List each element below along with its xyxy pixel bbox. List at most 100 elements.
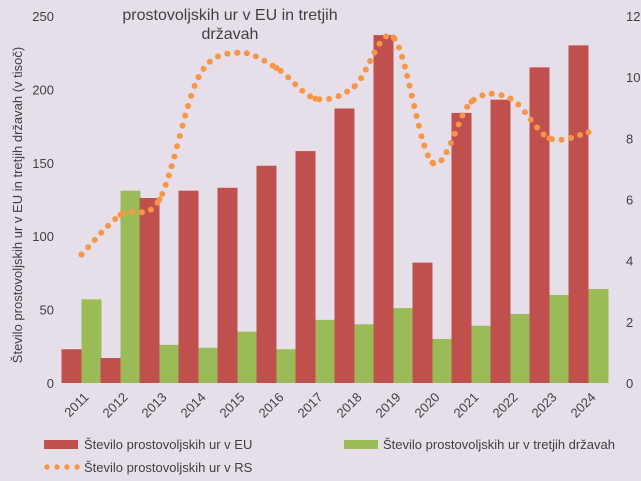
x-tick-label: 2022: [490, 390, 521, 421]
bar-third-2023: [549, 294, 570, 383]
rs-line-dot: [168, 163, 175, 170]
rs-line-dot: [527, 116, 534, 123]
rs-line-dot: [162, 181, 169, 188]
rs-line-dot: [165, 172, 172, 179]
bar-eu-2013: [139, 198, 160, 383]
rs-line-dot: [479, 92, 486, 99]
bar-third-2012: [120, 190, 141, 383]
secondary-y-tick-label: 0: [626, 376, 633, 391]
rs-line-dot: [179, 122, 186, 129]
rs-dotted-line: [78, 33, 592, 258]
rs-line-dot: [174, 143, 181, 150]
rs-point-2021: [468, 98, 475, 105]
x-tick-label: 2024: [568, 390, 599, 421]
chart-title-line-1: prostovoljskih ur v EU in tretjih: [122, 7, 337, 24]
rs-line-dot: [344, 88, 351, 95]
rs-line-dot: [176, 132, 183, 139]
rs-line-dot: [406, 82, 413, 89]
rs-line-dot: [395, 44, 402, 51]
x-tick-label: 2023: [529, 390, 560, 421]
bar-eu-2019: [373, 35, 394, 384]
rs-line-dot: [371, 49, 378, 56]
bar-third-2022: [510, 314, 531, 383]
rs-line-dot: [98, 229, 105, 236]
secondary-y-tick-label: 10: [626, 70, 640, 85]
bar-eu-2012: [100, 358, 121, 383]
rs-line-dot: [464, 103, 471, 110]
bar-eu-2021: [451, 112, 472, 383]
y-tick-label: 0: [47, 376, 54, 391]
rs-line-dot: [401, 63, 408, 70]
x-tick-label: 2011: [61, 390, 91, 420]
legend-label-rs: Število prostovoljskih ur v RS: [84, 460, 253, 475]
rs-line-dot: [184, 103, 191, 110]
rs-line-dot: [383, 33, 390, 40]
rs-point-2012: [117, 211, 124, 218]
rs-line-dot: [299, 87, 306, 94]
rs-line-dot: [558, 136, 565, 143]
rs-line-dot: [159, 190, 166, 197]
x-axis-ticks: 2011 2012 2013 2014 2015 2016 2017 2018 2019 2020…: [61, 390, 598, 421]
x-tick-label: 2017: [295, 390, 326, 421]
secondary-y-axis-ticks: 0 2 4 6 8 10 12: [626, 9, 640, 391]
rs-point-2016: [273, 64, 280, 71]
y-tick-label: 200: [32, 82, 54, 97]
rs-line-dot: [112, 216, 119, 223]
rs-point-2018: [351, 83, 358, 90]
secondary-y-tick-label: 6: [626, 193, 633, 208]
rs-line-dot: [188, 92, 195, 99]
x-tick-label: 2015: [217, 390, 248, 421]
rs-line-dot: [376, 40, 383, 47]
rs-line-dot: [191, 82, 198, 89]
x-tick-label: 2013: [139, 390, 170, 421]
secondary-y-tick-label: 8: [626, 131, 633, 146]
bar-third-2024: [588, 289, 609, 383]
legend: Število prostovoljskih ur v EU Število p…: [44, 437, 615, 475]
rs-line-dot: [261, 57, 268, 64]
rs-line-dot: [413, 113, 420, 120]
rs-line-dot: [243, 50, 250, 57]
rs-line-dot: [447, 139, 454, 146]
x-tick-label: 2016: [256, 390, 287, 421]
legend-swatch-eu: [44, 440, 78, 449]
x-tick-label: 2021: [451, 390, 482, 421]
rs-line-dot: [326, 95, 333, 102]
x-tick-label: 2012: [100, 390, 131, 421]
bar-eu-2022: [490, 99, 511, 384]
rs-line-dot: [515, 101, 522, 108]
y-axis-ticks: 0 50 100 150 200 250: [32, 9, 54, 391]
rs-line-dot: [85, 244, 92, 251]
rs-line-dot: [404, 72, 411, 79]
rs-line-dot: [277, 67, 284, 74]
rs-line-dot: [408, 92, 415, 99]
rs-line-dot: [567, 134, 574, 141]
rs-line-dot: [577, 131, 584, 138]
y-tick-label: 150: [32, 156, 54, 171]
rs-point-2014: [195, 74, 202, 81]
rs-line-dot: [182, 112, 189, 119]
rs-line-dot: [459, 112, 466, 119]
legend-swatch-rs: [44, 464, 80, 470]
rs-line-dot: [215, 53, 221, 60]
rs-point-2022: [507, 95, 514, 102]
bar-eu-2016: [256, 165, 277, 383]
rs-line-dot: [438, 157, 445, 164]
x-tick-label: 2020: [412, 390, 443, 421]
rs-line-dot: [206, 58, 213, 65]
rs-point-2020: [429, 159, 436, 166]
rs-line-dot: [292, 81, 299, 88]
bar-eu-2024: [568, 45, 589, 384]
rs-line-dot: [138, 209, 145, 216]
rs-line-dot: [418, 133, 425, 140]
y-tick-label: 100: [32, 229, 54, 244]
rs-line-dot: [358, 75, 365, 82]
x-tick-label: 2019: [373, 390, 404, 421]
bar-eu-2017: [295, 151, 316, 383]
rs-line-dot: [335, 93, 342, 100]
bar-third-2019: [393, 308, 414, 383]
rs-line-dot: [421, 142, 428, 149]
chart-title-line-2: državah: [202, 26, 259, 43]
bar-third-2013: [159, 344, 180, 383]
rs-point-2013: [156, 196, 163, 203]
